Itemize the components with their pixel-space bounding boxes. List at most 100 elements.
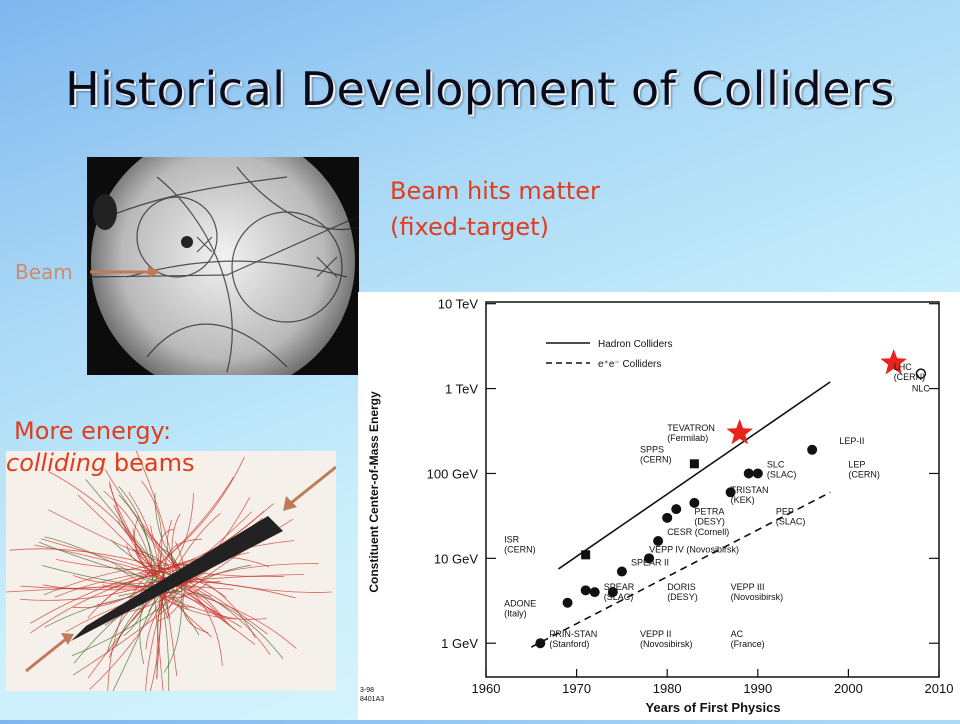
ee-point (607, 587, 618, 598)
particle-track (48, 509, 168, 565)
particle-track (118, 485, 153, 581)
collider-label: SPEAR (604, 582, 635, 592)
particle-track (170, 512, 221, 578)
collider-label: AC (731, 629, 744, 639)
y-axis-label: Constituent Center-of-Mass Energy (367, 391, 381, 593)
collider-label: SPPS (640, 445, 664, 455)
x-tick-label: 1990 (743, 681, 772, 696)
particle-track (151, 590, 267, 620)
chart-svg: 1 GeV 10 GeV 100 GeV 1 TeV 10 TeV 1960 1970 198… (360, 297, 954, 715)
collider-label: (Novosibirsk) (731, 592, 784, 602)
x-tick-label: 2000 (834, 681, 863, 696)
collider-label: (Stanford) (549, 639, 589, 649)
fixed-target-line1: Beam hits matter (390, 177, 600, 205)
particle-track (72, 581, 153, 609)
collider-label: DORIS (667, 582, 696, 592)
bubble-chamber-photo (87, 157, 359, 375)
footnote-1: 3-98 (360, 687, 374, 694)
highlight-star (880, 349, 907, 375)
ee-point (807, 444, 818, 455)
collision-event-image (6, 451, 336, 691)
x-tick-label: 1980 (653, 681, 682, 696)
y-tick-label: 1 GeV (441, 636, 478, 651)
collider-label: (CERN) (894, 372, 926, 382)
x-tick-label: 1970 (562, 681, 591, 696)
ee-point (653, 536, 664, 547)
ee-point (743, 468, 754, 479)
ee-point (725, 487, 736, 498)
particle-track (44, 536, 169, 593)
particle-track (176, 579, 223, 667)
ee-point (662, 512, 673, 523)
y-tick-label: 10 GeV (434, 551, 478, 566)
particle-track (190, 591, 284, 660)
particle-track (154, 492, 185, 574)
future-point-label: NLC (912, 384, 931, 394)
fixed-target-caption: Beam hits matter (fixed-target) (390, 173, 600, 245)
hadron-trend-line (558, 381, 831, 570)
particle-track (145, 587, 167, 691)
particle-track (165, 538, 203, 567)
y-tick-label: 100 GeV (427, 466, 479, 481)
footnote-2: 8401A3 (360, 696, 384, 703)
particle-track (182, 593, 209, 634)
particle-track (187, 592, 297, 649)
more-energy-caption: More energy: (14, 417, 172, 445)
particle-track (85, 478, 166, 577)
particle-track (172, 493, 194, 565)
collider-label: SLC (767, 459, 785, 469)
plot-frame (485, 301, 940, 678)
particle-track (171, 513, 181, 580)
particle-track (56, 559, 164, 572)
collider-label: (SLAC) (604, 592, 634, 602)
particle-track (190, 577, 332, 593)
particle-track (98, 563, 190, 607)
ee-point (589, 587, 600, 598)
ee-point (580, 585, 591, 596)
particle-track (123, 566, 156, 637)
y-tick-label: 1 TeV (445, 382, 478, 397)
beam-label: Beam (15, 260, 73, 284)
particle-track (40, 538, 181, 579)
collider-label: SPEAR II (631, 557, 669, 567)
collider-label: TRISTAN (731, 485, 769, 495)
collider-energy-chart: 1 GeV 10 GeV 100 GeV 1 TeV 10 TeV 1960 1970 198… (358, 292, 960, 720)
slide-title: Historical Development of Colliders (65, 62, 895, 116)
collider-label: (CERN) (848, 469, 880, 479)
collision-tracks (6, 451, 332, 691)
collider-label: (Novosibirsk) (640, 639, 693, 649)
particle-track (43, 568, 169, 589)
particle-track (126, 544, 170, 570)
particle-track (139, 575, 159, 664)
collider-label: TEVATRON (667, 423, 715, 433)
collider-label: LEP (848, 459, 865, 469)
y-tick-label: 10 TeV (438, 297, 479, 312)
particle-track (156, 476, 234, 568)
collider-label: (Fermilab) (667, 433, 708, 443)
ee-point (562, 597, 573, 608)
collider-label: (DESY) (694, 516, 725, 526)
future-point (915, 368, 927, 379)
collider-label: (CERN) (504, 545, 536, 555)
beam-arrow (90, 266, 160, 278)
collider-label: CESR (Cornell) (667, 527, 729, 537)
collider-label: VEPP IV (Novosibirsk) (649, 544, 739, 554)
particle-track (165, 565, 179, 616)
highlight-star (726, 419, 753, 445)
colliding-word: colliding (6, 449, 107, 477)
collider-label: PEP (776, 506, 794, 516)
fixed-target-line2: (fixed-target) (390, 213, 549, 241)
x-tick-label: 2010 (925, 681, 954, 696)
particle-track (43, 564, 191, 596)
ee-trend-line (530, 491, 831, 648)
collider-label: (SLAC) (776, 516, 806, 526)
particle-track (20, 575, 171, 601)
beams-word: beams (106, 449, 195, 477)
legend-ee-label: e⁺e⁻ Colliders (598, 359, 661, 370)
collider-label: VEPP II (640, 629, 671, 639)
particle-track (9, 548, 165, 569)
x-tick-label: 1960 (472, 681, 501, 696)
legend-hadron-label: Hadron Colliders (598, 339, 672, 350)
collider-label: PETRA (694, 506, 724, 516)
x-axis-label: Years of First Physics (645, 700, 780, 715)
